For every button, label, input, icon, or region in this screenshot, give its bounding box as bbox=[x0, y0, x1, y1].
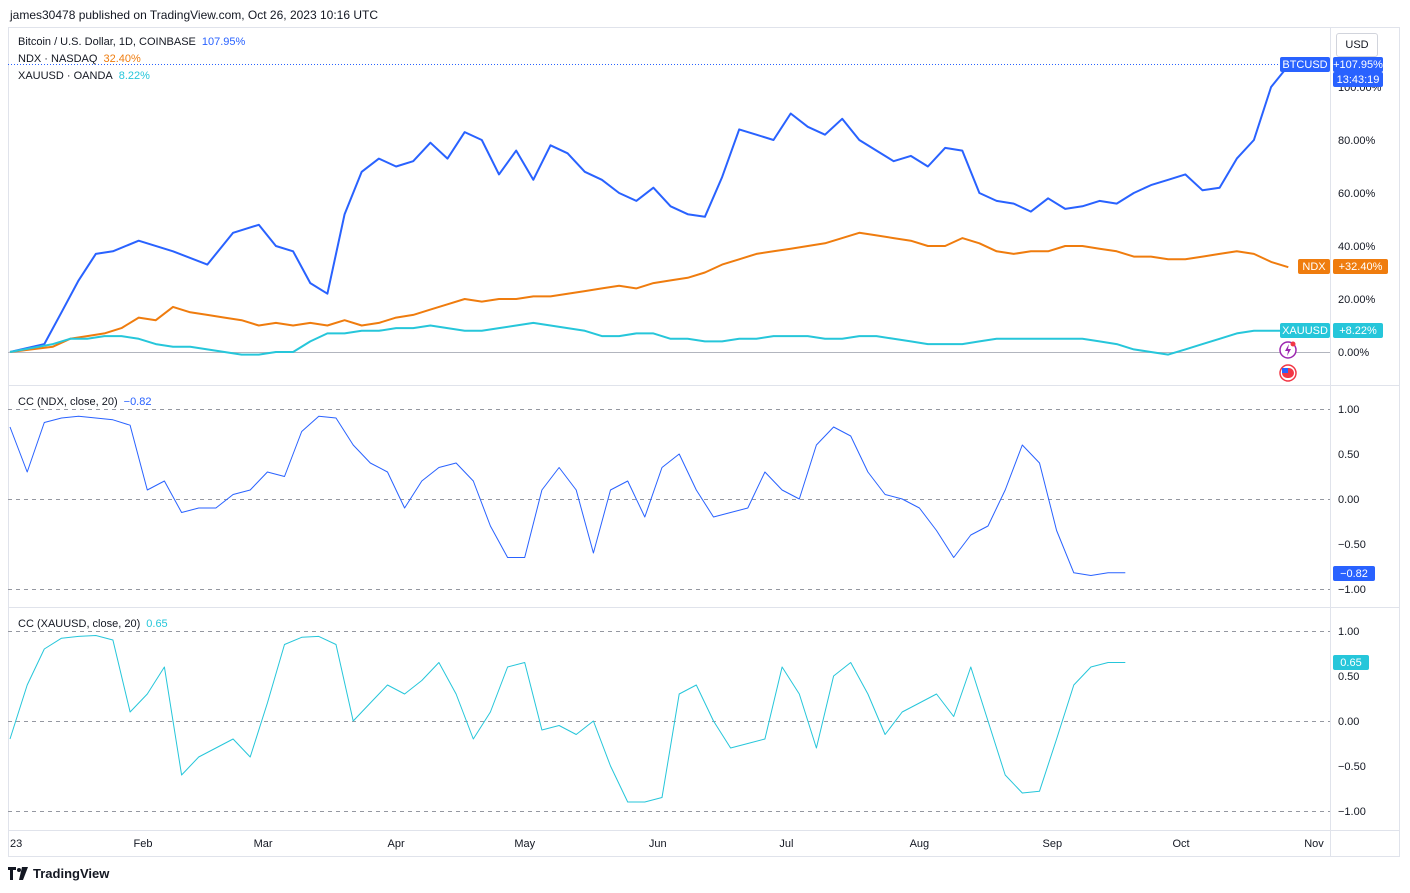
cc-xau-value-badge: 0.65 bbox=[1340, 657, 1361, 669]
xau-name-badge: XAUUSD bbox=[1282, 325, 1328, 337]
y-tick-label: 0.50 bbox=[1338, 671, 1359, 683]
y-tick-label: 0.00% bbox=[1338, 347, 1369, 359]
x-tick-label: Aug bbox=[910, 838, 930, 850]
y-tick-label: 0.00 bbox=[1338, 716, 1359, 728]
legend-cc-xau-value: 0.65 bbox=[146, 618, 168, 630]
y-tick-label: 1.00 bbox=[1338, 626, 1359, 638]
cc-xau-value-badge-bg bbox=[1333, 655, 1369, 670]
btc-name-badge-bg bbox=[1280, 57, 1330, 72]
ndx-name-badge: NDX bbox=[1302, 261, 1326, 273]
legend-btc[interactable]: Bitcoin / U.S. Dollar, 1D, COINBASE 107.9… bbox=[18, 36, 245, 48]
chart-frame bbox=[8, 27, 1400, 857]
ndx-value-badge: +32.40% bbox=[1339, 261, 1383, 273]
xau-value-badge: +8.22% bbox=[1339, 325, 1377, 337]
footer-brand[interactable]: TradingView bbox=[8, 866, 109, 881]
x-tick-label: Oct bbox=[1172, 838, 1189, 850]
x-tick-label: Jun bbox=[649, 838, 667, 850]
footer-brand-label: TradingView bbox=[33, 866, 110, 881]
legend-cc-xau[interactable]: CC (XAUUSD, close, 20) 0.65 bbox=[18, 618, 168, 630]
us-flag-canton-icon bbox=[1282, 368, 1288, 373]
btc-countdown-badge-bg bbox=[1333, 72, 1383, 87]
xau-value-badge-bg bbox=[1333, 323, 1383, 338]
legend-xau-label: XAUUSD · OANDA bbox=[18, 70, 113, 82]
series-line-btcusd bbox=[9, 65, 1290, 353]
legend-xau[interactable]: XAUUSD · OANDA 8.22% bbox=[18, 70, 150, 82]
legend-btc-label: Bitcoin / U.S. Dollar, 1D, COINBASE bbox=[18, 36, 196, 48]
y-tick-label: −0.50 bbox=[1338, 539, 1366, 551]
x-tick-label: Nov bbox=[1304, 838, 1324, 850]
y-tick-label: 60.00% bbox=[1338, 188, 1376, 200]
legend-ndx-label: NDX · NASDAQ bbox=[18, 53, 98, 65]
y-tick-label: 40.00% bbox=[1338, 241, 1376, 253]
x-tick-label: Apr bbox=[387, 838, 404, 850]
x-tick-label: May bbox=[514, 838, 535, 850]
cc-ndx-value-badge-bg bbox=[1333, 566, 1375, 581]
btc-name-badge: BTCUSD bbox=[1282, 59, 1327, 71]
series-line-cc-xauusd-close-20- bbox=[9, 635, 1126, 803]
ndx-name-badge-bg bbox=[1298, 259, 1330, 274]
y-tick-label: 80.00% bbox=[1338, 135, 1376, 147]
legend-cc-ndx-value: −0.82 bbox=[123, 396, 152, 408]
x-tick-label: 23 bbox=[10, 838, 22, 850]
btc-value-badge: +107.95% bbox=[1333, 59, 1383, 71]
y-tick-label: 1.00 bbox=[1338, 404, 1359, 416]
legend-ndx-value: 32.40% bbox=[103, 53, 141, 65]
tradingview-logo-icon bbox=[8, 867, 28, 880]
y-tick-label: 20.00% bbox=[1338, 294, 1376, 306]
legend-cc-ndx[interactable]: CC (NDX, close, 20) −0.82 bbox=[18, 396, 151, 408]
publish-line: james30478 published on TradingView.com,… bbox=[10, 8, 379, 22]
y-tick-label: 0.50 bbox=[1338, 449, 1359, 461]
legend-btc-value: 107.95% bbox=[201, 36, 246, 48]
currency-button[interactable]: USD bbox=[1336, 33, 1378, 57]
legend-xau-value: 8.22% bbox=[118, 70, 150, 82]
x-tick-label: Mar bbox=[254, 838, 273, 850]
series-line-ndx bbox=[9, 231, 1289, 353]
notification-dot-icon bbox=[1290, 341, 1296, 347]
legend-cc-xau-label: CC (XAUUSD, close, 20) bbox=[18, 618, 141, 630]
y-tick-label: −1.00 bbox=[1338, 806, 1366, 818]
y-tick-label: −0.50 bbox=[1338, 761, 1366, 773]
xau-name-badge-bg bbox=[1280, 323, 1330, 338]
lightning-bolt-icon bbox=[1285, 344, 1291, 356]
legend-cc-ndx-label: CC (NDX, close, 20) bbox=[18, 396, 118, 408]
legend-ndx[interactable]: NDX · NASDAQ 32.40% bbox=[18, 53, 141, 65]
cc-ndx-value-badge: −0.82 bbox=[1340, 568, 1368, 580]
x-tick-label: Jul bbox=[779, 838, 793, 850]
series-line-cc-ndx-close-20- bbox=[9, 415, 1126, 576]
btc-countdown-badge: 13:43:19 bbox=[1337, 74, 1380, 86]
ndx-value-badge-bg bbox=[1333, 259, 1388, 274]
y-tick-label: −1.00 bbox=[1338, 584, 1366, 596]
y-tick-label: 0.00 bbox=[1338, 494, 1359, 506]
series-line-xauusd bbox=[9, 321, 1289, 356]
btc-value-badge-bg bbox=[1333, 57, 1383, 72]
x-tick-label: Sep bbox=[1043, 838, 1063, 850]
x-tick-label: Feb bbox=[133, 838, 152, 850]
